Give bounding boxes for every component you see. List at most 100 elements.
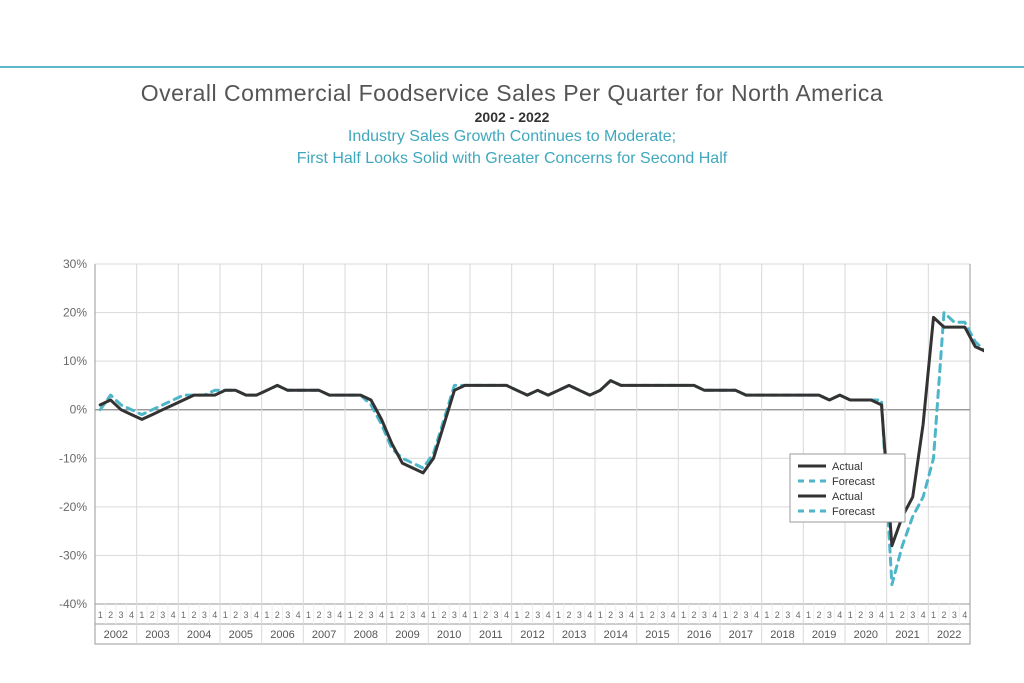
svg-text:4: 4 (129, 610, 134, 620)
svg-text:2006: 2006 (270, 629, 294, 641)
svg-text:2: 2 (691, 610, 696, 620)
svg-text:2005: 2005 (229, 629, 253, 641)
svg-text:4: 4 (296, 610, 301, 620)
svg-text:4: 4 (921, 610, 926, 620)
svg-text:1: 1 (764, 610, 769, 620)
svg-text:2: 2 (150, 610, 155, 620)
svg-text:1: 1 (681, 610, 686, 620)
svg-text:-10%: -10% (59, 451, 87, 465)
chart-subtitle-line1: Industry Sales Growth Continues to Moder… (40, 127, 984, 147)
svg-text:0%: 0% (70, 403, 88, 417)
svg-text:3: 3 (952, 610, 957, 620)
svg-text:3: 3 (869, 610, 874, 620)
svg-text:4: 4 (962, 610, 967, 620)
svg-text:Forecast: Forecast (832, 506, 875, 518)
svg-text:2: 2 (191, 610, 196, 620)
svg-text:2010: 2010 (437, 629, 461, 641)
svg-text:2019: 2019 (812, 629, 836, 641)
top-accent-rule (0, 66, 1024, 68)
svg-text:2004: 2004 (187, 629, 211, 641)
svg-text:1: 1 (181, 610, 186, 620)
svg-text:-30%: -30% (59, 548, 87, 562)
svg-text:1: 1 (473, 610, 478, 620)
svg-text:2007: 2007 (312, 629, 336, 641)
svg-text:Forecast: Forecast (832, 476, 875, 488)
svg-text:4: 4 (837, 610, 842, 620)
svg-text:4: 4 (171, 610, 176, 620)
svg-text:1: 1 (389, 610, 394, 620)
svg-text:2: 2 (941, 610, 946, 620)
svg-text:4: 4 (879, 610, 884, 620)
svg-text:1: 1 (848, 610, 853, 620)
svg-text:2021: 2021 (895, 629, 919, 641)
svg-text:2: 2 (900, 610, 905, 620)
chart-container: Overall Commercial Foodservice Sales Per… (40, 80, 984, 653)
svg-text:2: 2 (733, 610, 738, 620)
svg-text:2015: 2015 (645, 629, 669, 641)
svg-text:2012: 2012 (520, 629, 544, 641)
svg-text:1: 1 (806, 610, 811, 620)
svg-text:4: 4 (379, 610, 384, 620)
svg-text:3: 3 (327, 610, 332, 620)
svg-text:2: 2 (775, 610, 780, 620)
svg-text:2: 2 (566, 610, 571, 620)
svg-text:-40%: -40% (59, 597, 87, 611)
svg-text:2: 2 (525, 610, 530, 620)
svg-text:3: 3 (494, 610, 499, 620)
svg-text:3: 3 (702, 610, 707, 620)
svg-text:2020: 2020 (854, 629, 878, 641)
svg-text:1: 1 (931, 610, 936, 620)
svg-text:4: 4 (796, 610, 801, 620)
svg-text:2: 2 (858, 610, 863, 620)
svg-text:3: 3 (410, 610, 415, 620)
svg-text:2011: 2011 (479, 629, 503, 641)
line-chart: -40%-30%-20%-10%0%10%20%30%1234200212342… (40, 169, 984, 669)
svg-text:4: 4 (212, 610, 217, 620)
svg-text:2: 2 (816, 610, 821, 620)
svg-text:3: 3 (827, 610, 832, 620)
svg-text:2: 2 (316, 610, 321, 620)
chart-subtitle-year: 2002 - 2022 (40, 109, 984, 125)
svg-text:1: 1 (98, 610, 103, 620)
svg-text:2: 2 (608, 610, 613, 620)
svg-text:3: 3 (369, 610, 374, 620)
svg-text:2017: 2017 (729, 629, 753, 641)
svg-text:1: 1 (889, 610, 894, 620)
svg-text:4: 4 (337, 610, 342, 620)
svg-text:2014: 2014 (604, 629, 628, 641)
svg-text:1: 1 (556, 610, 561, 620)
svg-text:20%: 20% (63, 306, 87, 320)
svg-text:2009: 2009 (395, 629, 419, 641)
svg-text:4: 4 (504, 610, 509, 620)
svg-text:3: 3 (244, 610, 249, 620)
svg-text:1: 1 (598, 610, 603, 620)
svg-text:4: 4 (671, 610, 676, 620)
svg-text:3: 3 (619, 610, 624, 620)
svg-text:4: 4 (629, 610, 634, 620)
svg-text:1: 1 (306, 610, 311, 620)
svg-text:30%: 30% (63, 257, 87, 271)
svg-text:4: 4 (254, 610, 259, 620)
svg-text:-20%: -20% (59, 500, 87, 514)
svg-text:2018: 2018 (770, 629, 794, 641)
svg-text:2013: 2013 (562, 629, 586, 641)
chart-subtitle-line2: First Half Looks Solid with Greater Conc… (40, 149, 984, 169)
svg-text:3: 3 (202, 610, 207, 620)
svg-text:2: 2 (108, 610, 113, 620)
svg-text:2: 2 (483, 610, 488, 620)
svg-text:1: 1 (431, 610, 436, 620)
svg-text:4: 4 (712, 610, 717, 620)
svg-text:1: 1 (639, 610, 644, 620)
svg-text:1: 1 (264, 610, 269, 620)
svg-text:2: 2 (400, 610, 405, 620)
svg-text:3: 3 (660, 610, 665, 620)
svg-text:4: 4 (754, 610, 759, 620)
svg-text:1: 1 (723, 610, 728, 620)
svg-text:2: 2 (650, 610, 655, 620)
svg-text:2: 2 (233, 610, 238, 620)
svg-text:2: 2 (275, 610, 280, 620)
svg-text:3: 3 (285, 610, 290, 620)
svg-text:2022: 2022 (937, 629, 961, 641)
svg-text:3: 3 (160, 610, 165, 620)
svg-text:4: 4 (421, 610, 426, 620)
